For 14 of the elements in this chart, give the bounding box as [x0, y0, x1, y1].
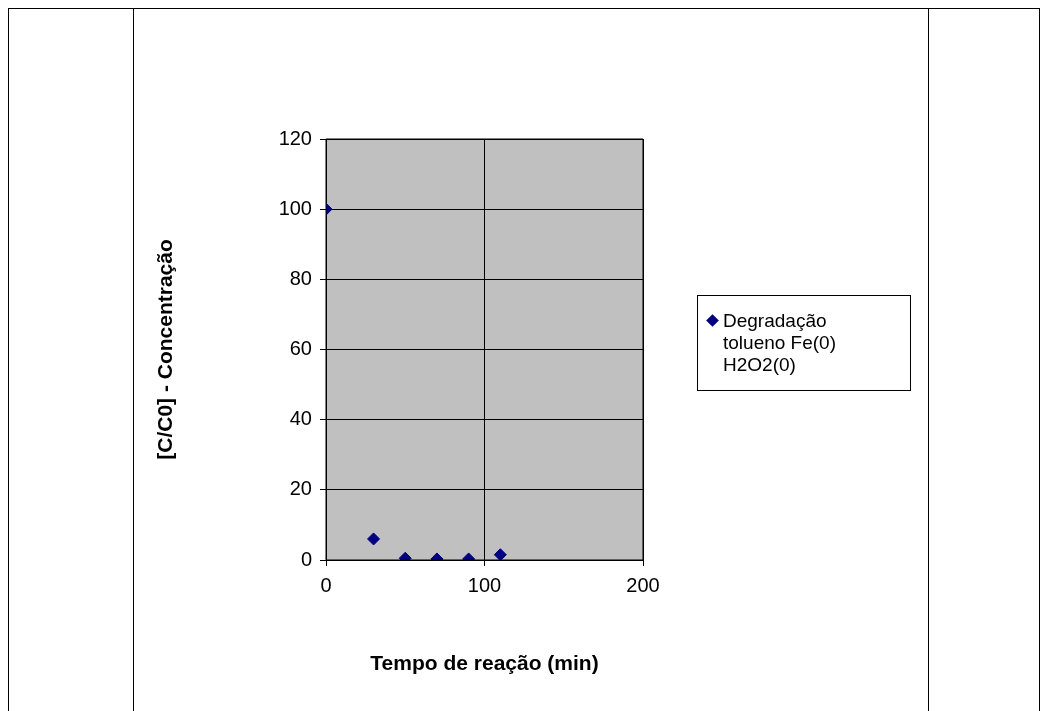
y-tick-label: 0 [300, 547, 312, 570]
y-tick-label: 100 [278, 196, 312, 219]
y-axis-title: [C/C0] - Concentração [153, 239, 177, 460]
point [493, 548, 507, 560]
legend-label: Degradação tolueno Fe(0) H2O2(0) [723, 310, 837, 376]
x-tick-label: 0 [320, 573, 332, 596]
x-tick-label: 100 [467, 573, 502, 596]
y-tick-label: 40 [289, 407, 312, 430]
x-tick-label: 200 [626, 573, 660, 596]
x-axis-title: Tempo de reação (min) [370, 651, 599, 675]
y-tick-label: 20 [289, 477, 312, 500]
y-tick-label: 80 [289, 266, 312, 289]
y-tick-label: 60 [289, 337, 312, 360]
y-tick-label: 120 [278, 126, 312, 149]
